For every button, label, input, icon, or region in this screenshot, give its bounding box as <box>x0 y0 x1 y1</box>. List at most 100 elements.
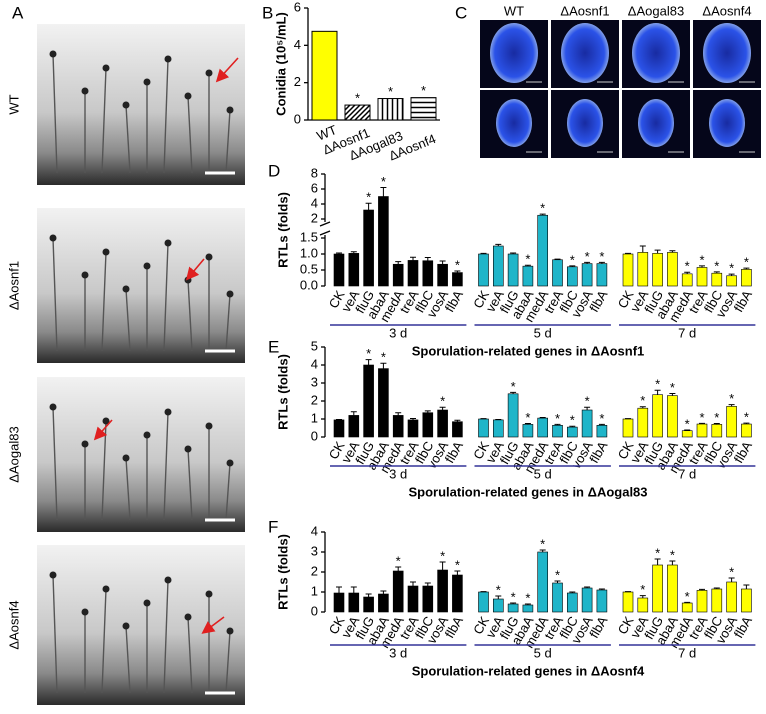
group-label: 7 d <box>678 466 696 481</box>
bar <box>566 426 578 438</box>
error-bar <box>728 404 735 407</box>
strain-label: ΔAosnf4 <box>702 3 751 18</box>
error-bar <box>524 423 531 425</box>
group-label: 5 d <box>534 325 552 340</box>
y-tick-label: 2 <box>311 563 318 578</box>
conidial-head <box>81 87 89 95</box>
error-bar <box>743 422 750 425</box>
conidial-head <box>205 253 213 261</box>
bar <box>522 265 534 287</box>
bar <box>407 260 419 287</box>
bar <box>566 592 578 613</box>
bar <box>696 590 708 613</box>
x-tick-label: flbA <box>442 438 466 465</box>
y-axis-title: Conidia (10⁵/mL) <box>273 12 288 116</box>
stalk <box>187 616 193 694</box>
group-label: 7 d <box>678 645 696 660</box>
conidial-head <box>205 69 213 77</box>
error-bar <box>598 588 605 590</box>
significance-star: * <box>381 350 386 365</box>
significance-star: * <box>640 393 645 408</box>
significance-star: * <box>440 548 445 563</box>
error-bar <box>524 603 531 605</box>
significance-star: * <box>729 564 734 579</box>
bar <box>581 587 593 613</box>
conidial-head <box>143 262 151 270</box>
conidial-head <box>49 234 57 242</box>
bar <box>410 97 437 121</box>
error-bar <box>539 213 546 216</box>
stalk <box>125 625 131 694</box>
group-label: 5 d <box>534 645 552 660</box>
stalk <box>101 588 107 694</box>
significance-star: * <box>421 83 426 98</box>
error-bar <box>713 423 720 425</box>
y-tick-label: 2 <box>294 74 301 89</box>
x-tick-label: flbA <box>586 438 610 465</box>
error-bar <box>584 261 591 264</box>
bar <box>348 592 360 613</box>
y-tick-label: 1.0 <box>300 245 318 260</box>
bar <box>437 569 448 613</box>
conidial-head <box>164 576 172 584</box>
bar <box>552 259 563 287</box>
y-tick-label: 0 <box>294 111 301 126</box>
bar <box>596 263 608 287</box>
stalk <box>125 457 131 521</box>
error-bar <box>380 187 387 197</box>
y-axis-title: RTLs (folds) <box>275 354 290 430</box>
bar <box>507 253 519 287</box>
significance-star: * <box>540 201 545 216</box>
bar <box>348 415 360 438</box>
bar <box>378 196 389 287</box>
error-bar <box>539 417 546 419</box>
cell <box>709 99 745 147</box>
error-bar <box>424 257 431 261</box>
strain-label: WT <box>504 3 524 18</box>
error-bar <box>699 588 705 591</box>
error-bar <box>569 265 576 267</box>
error-bar <box>554 580 561 583</box>
bar <box>392 263 404 287</box>
error-bar <box>728 577 735 582</box>
error-bar <box>510 391 517 394</box>
significance-star: * <box>599 249 604 264</box>
x-axis-title: Sporulation-related genes in ΔAosnf4 <box>412 663 645 678</box>
significance-star: * <box>699 252 704 267</box>
error-bar <box>584 586 591 588</box>
significance-star: * <box>655 377 660 392</box>
error-bar <box>639 595 646 598</box>
bar <box>741 588 752 613</box>
stalk <box>225 462 231 521</box>
bar <box>552 424 563 438</box>
cell <box>561 23 609 83</box>
stalk <box>52 53 58 174</box>
bar <box>596 589 608 613</box>
conidial-head <box>102 64 110 72</box>
significance-star: * <box>366 346 371 361</box>
significance-star: * <box>729 261 734 276</box>
arrow <box>185 258 205 281</box>
conidial-head <box>143 78 151 86</box>
y-axis-title: RTLs (folds) <box>275 192 290 268</box>
error-bar <box>395 261 402 265</box>
error-bar <box>554 423 561 426</box>
conidial-head <box>49 571 57 579</box>
error-bar <box>439 561 446 570</box>
significance-star: * <box>655 545 660 560</box>
error-bar <box>395 412 402 416</box>
error-bar <box>424 582 431 586</box>
arrow <box>201 616 225 634</box>
y-tick-label: 0.5 <box>300 261 318 276</box>
x-tick-label: flbA <box>731 613 755 640</box>
bar <box>711 424 723 438</box>
significance-star: * <box>355 91 360 106</box>
significance-star: * <box>670 547 675 562</box>
bar <box>422 412 434 438</box>
bar <box>637 597 649 613</box>
bar <box>566 266 578 287</box>
error-bar <box>336 586 342 593</box>
strain-label: ΔAosnf1 <box>560 3 609 18</box>
significance-star: * <box>685 589 690 604</box>
stalk <box>125 288 131 352</box>
